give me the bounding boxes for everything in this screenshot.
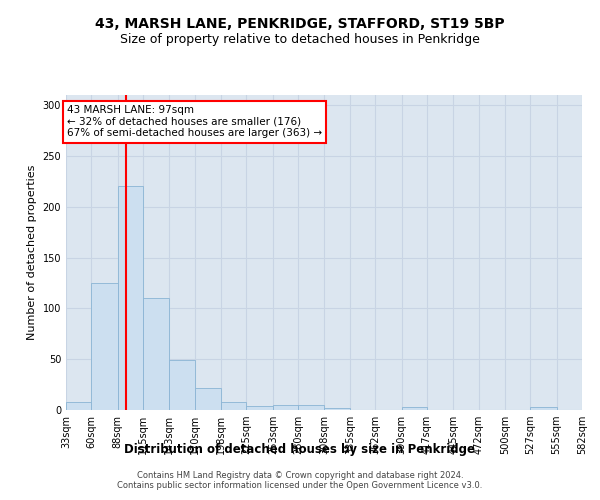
Bar: [273, 405, 298, 410]
Text: Size of property relative to detached houses in Penkridge: Size of property relative to detached ho…: [120, 32, 480, 46]
Bar: [247, 406, 273, 410]
Bar: [118, 186, 143, 410]
Text: 43, MARSH LANE, PENKRIDGE, STAFFORD, ST19 5BP: 43, MARSH LANE, PENKRIDGE, STAFFORD, ST1…: [95, 18, 505, 32]
Bar: [401, 407, 427, 410]
Bar: [143, 298, 169, 410]
Text: Contains HM Land Registry data © Crown copyright and database right 2024.
Contai: Contains HM Land Registry data © Crown c…: [118, 470, 482, 490]
Y-axis label: Number of detached properties: Number of detached properties: [27, 165, 37, 340]
Bar: [530, 407, 557, 410]
Bar: [91, 283, 118, 410]
Bar: [195, 388, 221, 410]
Text: 43 MARSH LANE: 97sqm
← 32% of detached houses are smaller (176)
67% of semi-deta: 43 MARSH LANE: 97sqm ← 32% of detached h…: [67, 105, 322, 138]
Bar: [298, 405, 325, 410]
Bar: [169, 360, 195, 410]
Bar: [325, 408, 350, 410]
Bar: [66, 402, 91, 410]
Bar: [221, 402, 247, 410]
Text: Distribution of detached houses by size in Penkridge: Distribution of detached houses by size …: [125, 442, 476, 456]
